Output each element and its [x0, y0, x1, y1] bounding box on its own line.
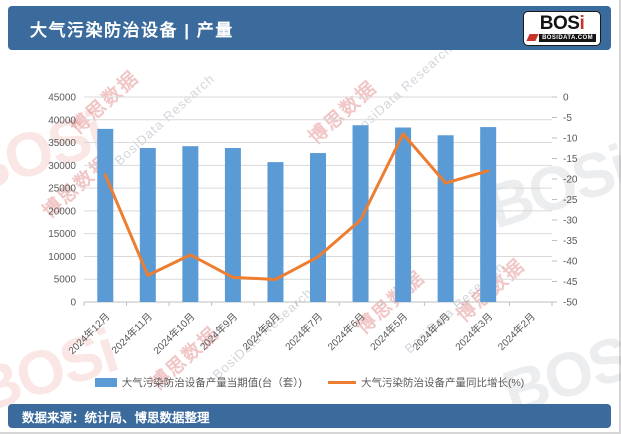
x-axis-label: 2024年5月	[367, 310, 410, 353]
y-axis-right-label: -10	[563, 134, 578, 145]
x-axis-label: 2024年7月	[282, 310, 325, 353]
x-axis-label: 2024年10月	[151, 310, 198, 357]
bosi-site-label: BOSIDATA.COM	[539, 33, 596, 42]
y-axis-right-label: -20	[563, 175, 578, 186]
y-axis-left-label: 30000	[48, 161, 76, 172]
bosi-wordmark-accent: i	[579, 12, 585, 34]
x-axis-label: 2024年4月	[410, 310, 453, 353]
y-axis-left-label: 40000	[48, 115, 76, 126]
y-axis-left-label: 35000	[48, 138, 76, 149]
y-axis-left-label: 0	[70, 298, 76, 309]
bar	[310, 153, 326, 302]
x-axis-label: 2024年3月	[452, 310, 495, 353]
legend-line-label: 大气污染防治设备产量同比增长(%)	[360, 377, 525, 389]
y-axis-right-label: -50	[563, 298, 578, 309]
bar	[97, 128, 114, 302]
legend-item-growth: 大气污染防治设备产量同比增长(%)	[327, 375, 525, 390]
bar	[395, 127, 412, 303]
y-axis-left-label: 10000	[48, 252, 76, 263]
x-axis-label: 2024年11月	[109, 310, 155, 356]
legend-bar-swatch	[94, 378, 117, 387]
bar	[437, 135, 454, 302]
bar	[480, 127, 497, 302]
y-axis-left-label: 45000	[48, 93, 76, 104]
bosi-wordmark: BOSi	[539, 12, 585, 34]
page-title: 大气污染防治设备 | 产量	[30, 20, 234, 40]
x-axis-label: 2024年6月	[325, 310, 368, 353]
y-axis-right-label: -25	[563, 195, 578, 206]
bar	[139, 148, 156, 302]
chart-legend: 大气污染防治设备产量当期值(台（套）) 大气污染防治设备产量同比增长(%)	[0, 375, 619, 390]
x-axis-label: 2024年9月	[197, 310, 240, 353]
y-axis-right-label: -40	[563, 257, 578, 268]
bosi-logo: BOSi BOSIDATA.COM	[523, 10, 601, 46]
y-axis-left-label: 5000	[54, 275, 77, 286]
legend-item-production: 大气污染防治设备产量当期值(台（套）)	[94, 375, 302, 390]
y-axis-right-label: -30	[563, 216, 578, 227]
y-axis-left-label: 25000	[48, 184, 76, 195]
bar	[352, 125, 369, 302]
x-axis-label: 2024年8月	[240, 310, 283, 353]
bosi-logo-strip: BOSIDATA.COM	[526, 33, 596, 42]
bar	[267, 162, 284, 302]
y-axis-right-label: 0	[563, 93, 569, 104]
y-axis-right-label: -15	[563, 154, 578, 165]
y-axis-right-label: -5	[563, 113, 572, 124]
y-axis-left-label: 15000	[48, 229, 76, 240]
y-axis-right-label: -45	[563, 277, 578, 288]
bosi-wordmark-main: BOS	[539, 12, 580, 34]
y-axis-right-label: -35	[563, 236, 578, 247]
trend-line	[103, 132, 490, 281]
data-source-label: 数据来源：统计局、博思数据整理	[22, 410, 210, 425]
bar	[182, 146, 199, 302]
x-axis-label: 2024年12月	[65, 310, 112, 357]
x-axis-label: 2024年2月	[495, 310, 538, 353]
header: 大气污染防治设备 | 产量 BOSi BOSIDATA.COM	[8, 6, 611, 50]
y-axis-left-label: 20000	[48, 206, 76, 217]
bar	[224, 148, 241, 302]
legend-line-swatch	[327, 381, 356, 384]
footer: 数据来源：统计局、博思数据整理	[8, 404, 611, 428]
legend-bar-label: 大气污染防治设备产量当期值(台（套）)	[121, 377, 302, 389]
logo-stripe-icon	[526, 34, 539, 41]
